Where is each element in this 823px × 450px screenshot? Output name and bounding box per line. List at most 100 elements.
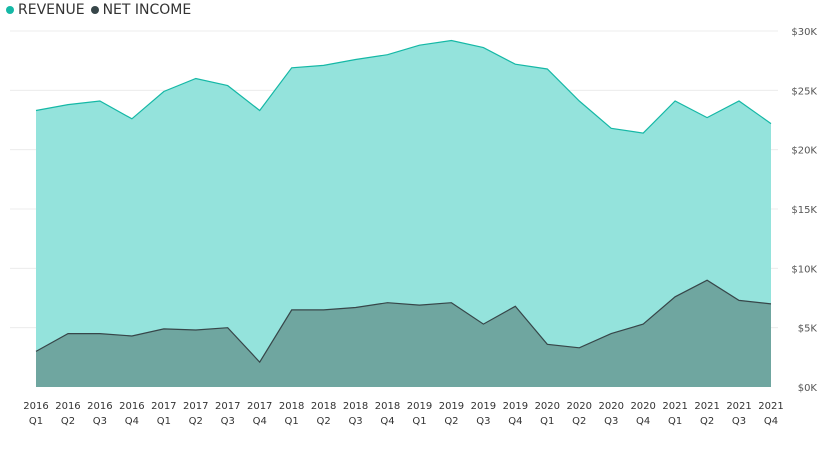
x-tick-label-quarter: Q4 <box>380 416 394 427</box>
x-tick-label-year: 2019 <box>503 401 528 412</box>
x-tick-label-quarter: Q1 <box>540 416 554 427</box>
x-tick-label-year: 2020 <box>598 401 623 412</box>
y-tick-label: $0K <box>798 383 818 394</box>
point-revenue <box>98 100 101 103</box>
point-net-income <box>706 279 709 282</box>
x-tick-label-year: 2020 <box>630 401 655 412</box>
point-revenue <box>386 53 389 56</box>
point-revenue <box>514 63 517 66</box>
x-tick-label-year: 2016 <box>55 401 80 412</box>
y-tick-label: $15K <box>791 205 817 216</box>
x-tick-label-quarter: Q4 <box>125 416 139 427</box>
y-tick-label: $10K <box>791 264 817 275</box>
legend: REVENUE NET INCOME <box>6 0 197 20</box>
point-net-income <box>418 304 421 307</box>
point-net-income <box>162 327 165 330</box>
point-revenue <box>578 100 581 103</box>
x-tick-label-year: 2021 <box>726 401 751 412</box>
point-revenue <box>546 67 549 70</box>
point-revenue <box>290 66 293 69</box>
line-revenue <box>35 39 772 134</box>
x-tick-label-quarter: Q2 <box>572 416 586 427</box>
x-tick-label-year: 2017 <box>247 401 272 412</box>
x-tick-label-year: 2017 <box>183 401 208 412</box>
point-net-income <box>738 299 741 302</box>
x-tick-label-quarter: Q2 <box>316 416 330 427</box>
x-tick-label-quarter: Q3 <box>476 416 490 427</box>
point-revenue <box>130 117 133 120</box>
point-net-income <box>578 346 581 349</box>
x-tick-label-quarter: Q4 <box>253 416 267 427</box>
point-revenue <box>482 46 485 49</box>
point-net-income <box>546 343 549 346</box>
x-tick-label-quarter: Q3 <box>732 416 746 427</box>
x-tick-label-year: 2020 <box>567 401 592 412</box>
x-tick-label-quarter: Q4 <box>636 416 650 427</box>
point-net-income <box>35 350 38 353</box>
point-net-income <box>258 361 261 364</box>
point-revenue <box>258 109 261 112</box>
x-tick-label-quarter: Q2 <box>61 416 75 427</box>
point-revenue <box>642 132 645 135</box>
point-revenue <box>610 127 613 130</box>
point-revenue <box>322 64 325 67</box>
x-tick-label-quarter: Q2 <box>189 416 203 427</box>
y-tick-label: $20K <box>791 146 817 157</box>
x-tick-label-quarter: Q3 <box>348 416 362 427</box>
point-net-income <box>66 332 69 335</box>
point-net-income <box>98 332 101 335</box>
x-tick-label-year: 2018 <box>375 401 400 412</box>
x-tick-label-year: 2021 <box>694 401 719 412</box>
area-net-income <box>36 280 771 387</box>
x-tick-label-year: 2021 <box>662 401 687 412</box>
point-net-income <box>386 301 389 304</box>
x-tick-label-quarter: Q1 <box>285 416 299 427</box>
point-revenue <box>674 100 677 103</box>
x-tick-label-year: 2018 <box>311 401 336 412</box>
x-tick-label-quarter: Q4 <box>508 416 522 427</box>
legend-marker-net-income <box>90 6 99 14</box>
legend-label-net-income: NET INCOME <box>102 2 192 18</box>
point-revenue <box>770 122 773 125</box>
point-net-income <box>194 329 197 332</box>
point-net-income <box>514 305 517 308</box>
legend-marker-revenue <box>6 6 14 14</box>
point-revenue <box>66 103 69 106</box>
point-net-income <box>482 323 485 326</box>
point-net-income <box>322 308 325 311</box>
point-net-income <box>450 301 453 304</box>
line-net-income <box>35 279 772 364</box>
x-tick-label-year: 2019 <box>471 401 496 412</box>
area-revenue <box>36 40 771 387</box>
point-revenue <box>450 39 453 42</box>
legend-item-revenue[interactable]: REVENUE <box>6 2 85 18</box>
point-revenue <box>162 90 165 93</box>
x-tick-label-quarter: Q3 <box>604 416 618 427</box>
x-tick-label-quarter: Q2 <box>444 416 458 427</box>
point-revenue <box>35 109 38 112</box>
x-tick-label-year: 2018 <box>343 401 368 412</box>
point-net-income <box>354 306 357 309</box>
point-revenue <box>418 44 421 47</box>
point-net-income <box>642 323 645 326</box>
x-tick-label-year: 2016 <box>87 401 112 412</box>
x-tick-label-year: 2019 <box>439 401 464 412</box>
point-revenue <box>738 100 741 103</box>
x-tick-label-quarter: Q1 <box>29 416 43 427</box>
x-tick-label-year: 2018 <box>279 401 304 412</box>
y-tick-label: $5K <box>798 324 818 335</box>
x-tick-label-year: 2017 <box>215 401 240 412</box>
y-tick-label: $25K <box>791 86 817 97</box>
legend-item-net-income[interactable]: NET INCOME <box>90 2 192 18</box>
x-tick-label-quarter: Q1 <box>412 416 426 427</box>
x-tick-label-year: 2016 <box>23 401 48 412</box>
x-tick-label-year: 2017 <box>151 401 176 412</box>
x-tick-label-quarter: Q1 <box>157 416 171 427</box>
x-tick-label-quarter: Q2 <box>700 416 714 427</box>
x-tick-label-quarter: Q3 <box>93 416 107 427</box>
x-tick-label-quarter: Q1 <box>668 416 682 427</box>
point-net-income <box>770 302 773 305</box>
point-net-income <box>674 295 677 298</box>
